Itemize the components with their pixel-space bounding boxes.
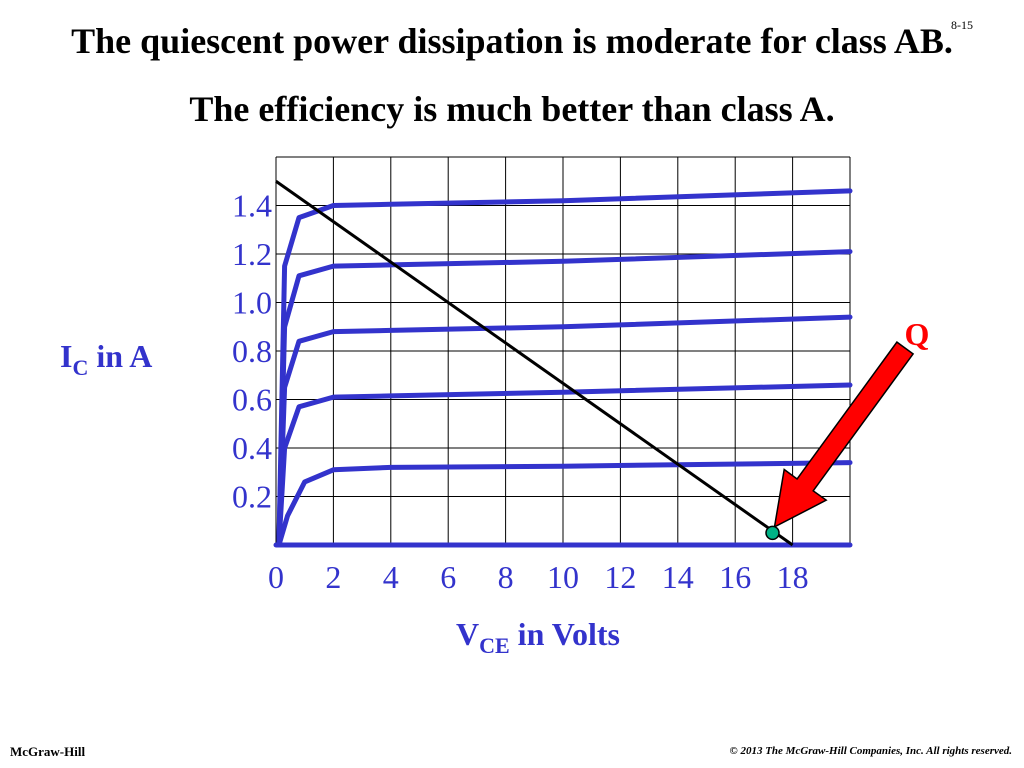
y-axis-label-sub: C — [72, 355, 88, 380]
slide-title-line1: The quiescent power dissipation is moder… — [71, 21, 953, 61]
x-tick-label: 14 — [662, 559, 694, 595]
load-line — [275, 180, 794, 547]
q-point-marker — [765, 525, 780, 541]
x-tick-label: 6 — [440, 559, 456, 595]
q-arrow-shape — [773, 341, 915, 529]
y-tick-label: 0.6 — [232, 382, 272, 418]
x-tick-label: 18 — [777, 559, 809, 595]
x-tick-labels: 0 2 4 6 8 10 12 14 16 18 — [268, 559, 809, 595]
x-tick-label: 16 — [719, 559, 751, 595]
x-tick-label: 8 — [498, 559, 514, 595]
q-point-arrow — [773, 341, 915, 529]
y-axis-label-rest: in A — [88, 338, 152, 374]
slide-title-line2: The efficiency is much better than class… — [189, 89, 835, 129]
x-tick-label: 0 — [268, 559, 284, 595]
x-tick-label: 4 — [383, 559, 399, 595]
x-tick-label: 10 — [547, 559, 579, 595]
y-tick-labels: 0.2 0.4 0.6 0.8 1.0 1.2 1.4 — [232, 188, 272, 515]
chart-grid — [275, 156, 851, 546]
q-point-label: Q — [905, 316, 930, 352]
slide-number: 8-15 — [951, 18, 973, 32]
publisher-name: McGraw-Hill — [10, 744, 86, 759]
x-axis-label-main: V — [456, 616, 479, 652]
y-axis-label: IC in A — [60, 338, 152, 380]
y-tick-label: 0.2 — [232, 479, 272, 515]
copyright-notice: © 2013 The McGraw-Hill Companies, Inc. A… — [729, 745, 1012, 757]
load-line-segment — [275, 180, 794, 547]
y-tick-label: 0.4 — [232, 430, 272, 466]
y-axis-label-main: I — [60, 338, 72, 374]
x-tick-label: 12 — [604, 559, 636, 595]
collector-curve-1 — [276, 460, 853, 548]
q-point-group: Q — [765, 316, 930, 541]
x-axis-label: VCE in Volts — [456, 616, 620, 658]
collector-curve-5 — [276, 188, 853, 548]
x-tick-label: 2 — [325, 559, 341, 595]
y-tick-label: 1.4 — [232, 188, 272, 224]
x-axis-label-sub: CE — [479, 633, 510, 658]
x-axis-label-rest: in Volts — [510, 616, 620, 652]
y-tick-label: 0.8 — [232, 333, 272, 369]
y-tick-label: 1.0 — [232, 285, 272, 321]
y-tick-label: 1.2 — [232, 236, 272, 272]
collector-curves — [273, 188, 853, 548]
